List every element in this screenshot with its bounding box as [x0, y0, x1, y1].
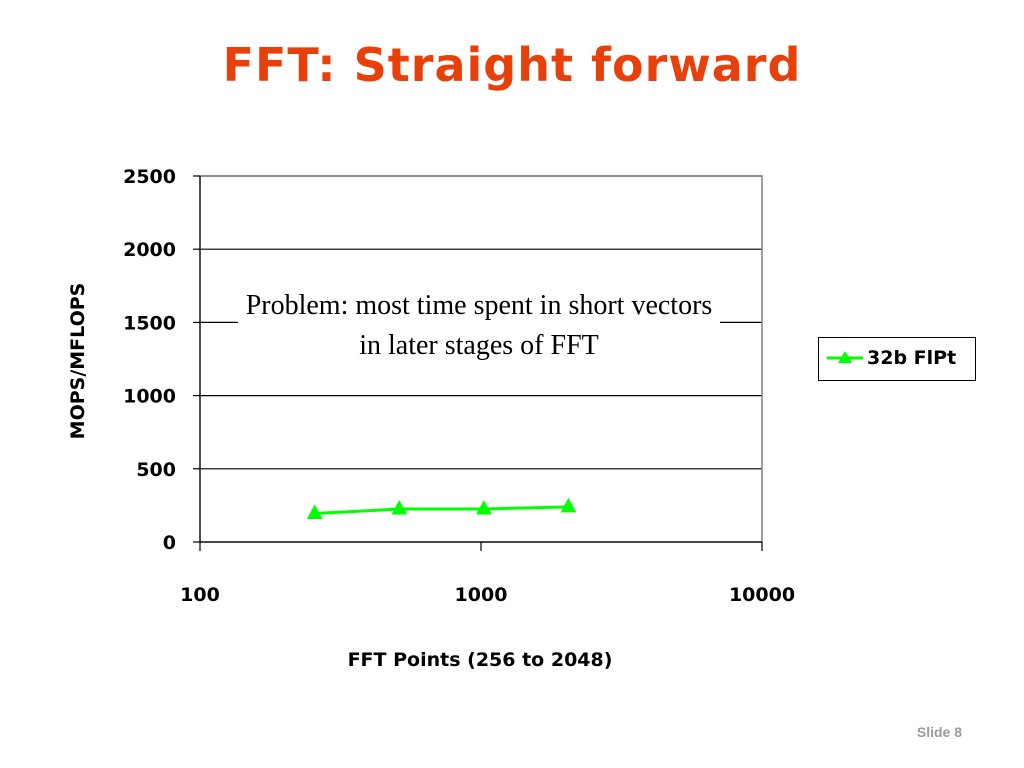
y-tick-label: 0 [163, 532, 176, 554]
legend-swatch [827, 351, 863, 363]
slide-number: Slide 8 [916, 724, 962, 740]
x-tick-label: 1000 [455, 584, 508, 606]
series-line [314, 505, 569, 515]
y-tick-label: 2000 [123, 239, 176, 261]
data-point [476, 500, 492, 515]
data-point [306, 504, 323, 519]
slide-title: FFT: Straight forward [222, 38, 802, 92]
y-tick-label: 2500 [123, 166, 176, 188]
series-layer [306, 497, 577, 519]
legend: 32b FlPt [818, 337, 976, 381]
data-point [391, 500, 408, 515]
legend-swatch-marker [838, 351, 852, 363]
chart-annotation: Problem: most time spent in short vector… [238, 284, 720, 368]
x-tick-label: 10000 [729, 584, 795, 606]
y-tick-label: 1000 [123, 386, 176, 408]
legend-label: 32b FlPt [867, 347, 957, 369]
y-tick-label: 500 [136, 459, 176, 481]
axes: 0 500 1000 1500 2000 2500 100 1000 10000 [123, 166, 795, 606]
y-tick-label: 1500 [123, 312, 176, 334]
y-axis-title: MOPS/MFLOPS [67, 283, 89, 440]
x-axis-title: FFT Points (256 to 2048) [348, 649, 613, 671]
data-point [560, 497, 577, 513]
x-tick-label: 100 [180, 584, 220, 606]
